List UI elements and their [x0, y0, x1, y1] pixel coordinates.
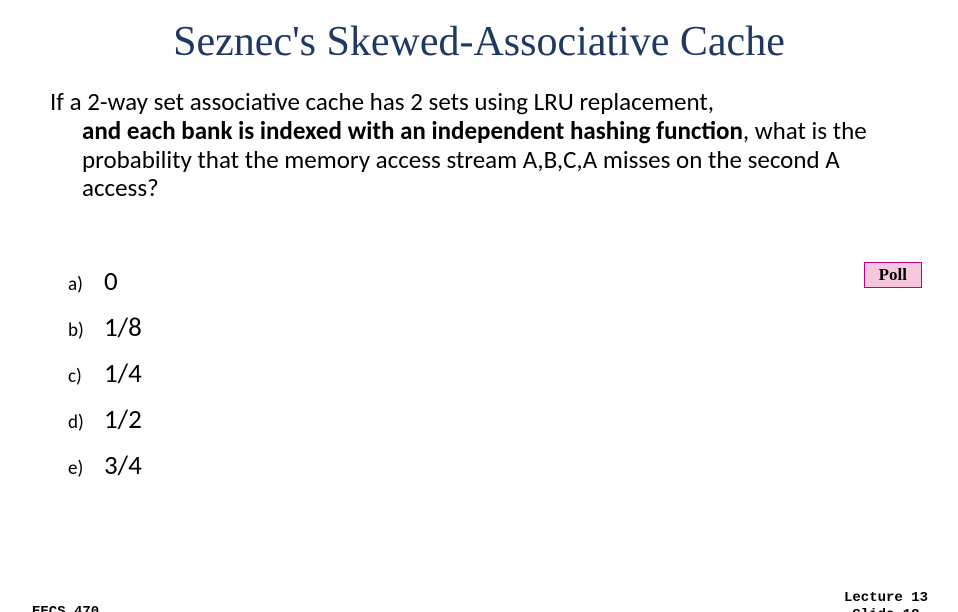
footer-slide: Slide 18	[844, 607, 928, 612]
option-letter: a)	[68, 273, 104, 296]
option-c[interactable]: c) 1/4	[68, 357, 958, 390]
slide: Seznec's Skewed-Associative Cache If a 2…	[0, 18, 958, 612]
option-text: 3/4	[104, 449, 142, 482]
option-e[interactable]: e) 3/4	[68, 449, 958, 482]
question-part1: If a 2-way set associative cache has 2 s…	[50, 86, 714, 117]
option-letter: e)	[68, 457, 104, 480]
option-b[interactable]: b) 1/8	[68, 311, 958, 344]
poll-badge[interactable]: Poll	[864, 262, 922, 288]
footer-lecture-slide: Lecture 13 Slide 18	[844, 590, 928, 612]
option-d[interactable]: d) 1/2	[68, 403, 958, 436]
footer-lecture: Lecture 13	[844, 590, 928, 607]
option-text: 1/4	[104, 357, 142, 390]
option-text: 1/2	[104, 403, 142, 436]
question-bold: and each bank is indexed with an indepen…	[82, 115, 743, 146]
option-a[interactable]: a) 0	[68, 265, 958, 298]
option-letter: c)	[68, 365, 104, 388]
options-list: a) 0 b) 1/8 c) 1/4 d) 1/2 e) 3/4	[68, 265, 958, 482]
question-text: If a 2-way set associative cache has 2 s…	[50, 88, 908, 203]
footer-course: EECS 470	[32, 604, 99, 612]
option-text: 0	[104, 265, 118, 298]
option-letter: d)	[68, 411, 104, 434]
slide-title: Seznec's Skewed-Associative Cache	[0, 18, 958, 66]
option-letter: b)	[68, 319, 104, 342]
option-text: 1/8	[104, 311, 142, 344]
